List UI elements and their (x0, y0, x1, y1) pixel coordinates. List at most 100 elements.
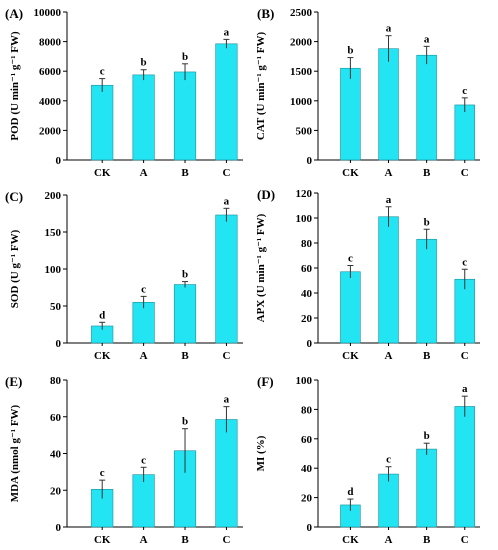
bar-B (416, 238, 437, 344)
y-axis-label: CAT (U min⁻¹ g⁻¹ FW) (255, 32, 267, 141)
significance-letter: d (347, 486, 353, 498)
significance-letter: a (386, 23, 392, 35)
panel-label: (A) (5, 6, 23, 21)
significance-letter: c (462, 256, 467, 268)
x-tick-label: B (181, 167, 189, 179)
bar-A (378, 473, 399, 528)
x-tick-label: C (222, 534, 230, 546)
y-tick-label: 150 (45, 227, 62, 239)
y-tick-label: 80 (301, 404, 313, 416)
x-tick-label: C (461, 350, 469, 362)
significance-letter: a (462, 383, 468, 395)
x-tick-label: C (461, 534, 469, 546)
y-tick-label: 6000 (39, 66, 62, 78)
y-tick-label: 40 (301, 463, 313, 475)
y-tick-label: 0 (307, 338, 313, 350)
x-tick-label: B (423, 350, 431, 362)
y-tick-label: 2000 (39, 125, 62, 137)
y-tick-label: 100 (45, 264, 62, 276)
y-axis-label: MDA (nmol g⁻¹ FW) (9, 404, 21, 502)
x-tick-label: A (385, 167, 393, 179)
significance-letter: c (141, 283, 146, 295)
x-tick-label: CK (342, 167, 359, 179)
y-axis-label: SOD (U g⁻¹ FW) (9, 229, 21, 308)
y-tick-label: 60 (50, 412, 62, 424)
x-tick-label: CK (94, 350, 111, 362)
x-tick-label: A (140, 167, 148, 179)
x-tick-label: CK (342, 534, 359, 546)
y-tick-label: 80 (301, 238, 313, 250)
y-tick-label: 80 (50, 375, 62, 387)
y-tick-label: 4000 (39, 96, 62, 108)
y-tick-label: 0 (307, 522, 313, 534)
y-tick-label: 120 (296, 188, 313, 200)
y-tick-label: 50 (50, 301, 62, 313)
panel-label: (D) (257, 187, 275, 202)
panel-label: (B) (257, 6, 274, 21)
y-tick-label: 40 (50, 449, 62, 461)
bar-C (215, 419, 238, 528)
significance-letter: c (462, 85, 467, 97)
bar-C (454, 104, 475, 161)
bar-C (215, 43, 238, 161)
bar-CK (340, 67, 361, 161)
y-axis-label: MI (%) (255, 435, 267, 471)
significance-letter: a (224, 394, 230, 406)
x-tick-label: A (385, 534, 393, 546)
bar-A (378, 216, 399, 344)
significance-letter: a (224, 195, 230, 207)
y-tick-label: 0 (56, 522, 62, 534)
significance-letter: b (347, 45, 353, 57)
y-tick-label: 20 (301, 313, 313, 325)
x-tick-label: C (461, 167, 469, 179)
bar-B (416, 54, 437, 161)
chart-panel-4: (D) 0 20 40 60 80 100 120 APX (U min⁻¹ g⁻¹ FW) c C… (255, 187, 480, 362)
bar-C (215, 214, 238, 344)
y-tick-label: 0 (307, 155, 313, 167)
significance-letter: b (424, 216, 430, 228)
x-tick-label: C (222, 350, 230, 362)
significance-letter: a (386, 194, 392, 206)
y-tick-label: 40 (301, 288, 313, 300)
x-tick-label: CK (94, 534, 111, 546)
significance-letter: c (141, 454, 146, 466)
chart-panel-1: (A) 0 2000 4000 6000 8000 10000 POD (U min⁻¹ g⁻… (5, 6, 243, 179)
y-tick-label: 60 (301, 434, 313, 446)
y-tick-label: 0 (56, 155, 62, 167)
panel-label: (E) (5, 374, 22, 389)
y-tick-label: 20 (50, 485, 62, 497)
chart-panel-5: (E) 0 20 40 60 80 MDA (nmol g⁻¹ FW) c CK c Ab Ba C (5, 374, 243, 546)
x-tick-label: B (181, 350, 189, 362)
y-tick-label: 100 (296, 375, 313, 387)
y-tick-label: 1000 (290, 96, 313, 108)
bar-B (173, 71, 197, 161)
y-tick-label: 500 (296, 125, 313, 137)
bar-B (173, 284, 197, 344)
bar-B (416, 448, 437, 528)
y-tick-label: 60 (301, 263, 313, 275)
y-axis-label: POD (U min⁻¹ g⁻¹ FW) (9, 31, 21, 141)
panel-label: (F) (257, 374, 274, 389)
y-tick-label: 1500 (290, 66, 313, 78)
y-tick-label: 2500 (290, 7, 313, 19)
y-tick-label: 10000 (34, 7, 62, 19)
x-tick-label: A (385, 350, 393, 362)
bar-A (132, 301, 155, 344)
y-tick-label: 100 (296, 213, 313, 225)
panel-label: (C) (5, 189, 23, 204)
x-tick-label: A (140, 350, 148, 362)
y-tick-label: 0 (56, 338, 62, 350)
significance-letter: b (141, 57, 147, 69)
x-tick-label: C (222, 167, 230, 179)
y-tick-label: 8000 (39, 37, 62, 49)
x-tick-label: B (423, 167, 431, 179)
y-tick-label: 2000 (290, 37, 313, 49)
y-tick-label: 200 (45, 190, 62, 202)
chart-panel-6: (F) 0 20 40 60 80 100 MI (%) d CK c Ab Ba C (255, 374, 480, 546)
significance-letter: b (182, 416, 188, 428)
significance-letter: c (100, 467, 105, 479)
significance-letter: b (182, 269, 188, 281)
x-tick-label: B (423, 534, 431, 546)
significance-letter: b (182, 51, 188, 63)
